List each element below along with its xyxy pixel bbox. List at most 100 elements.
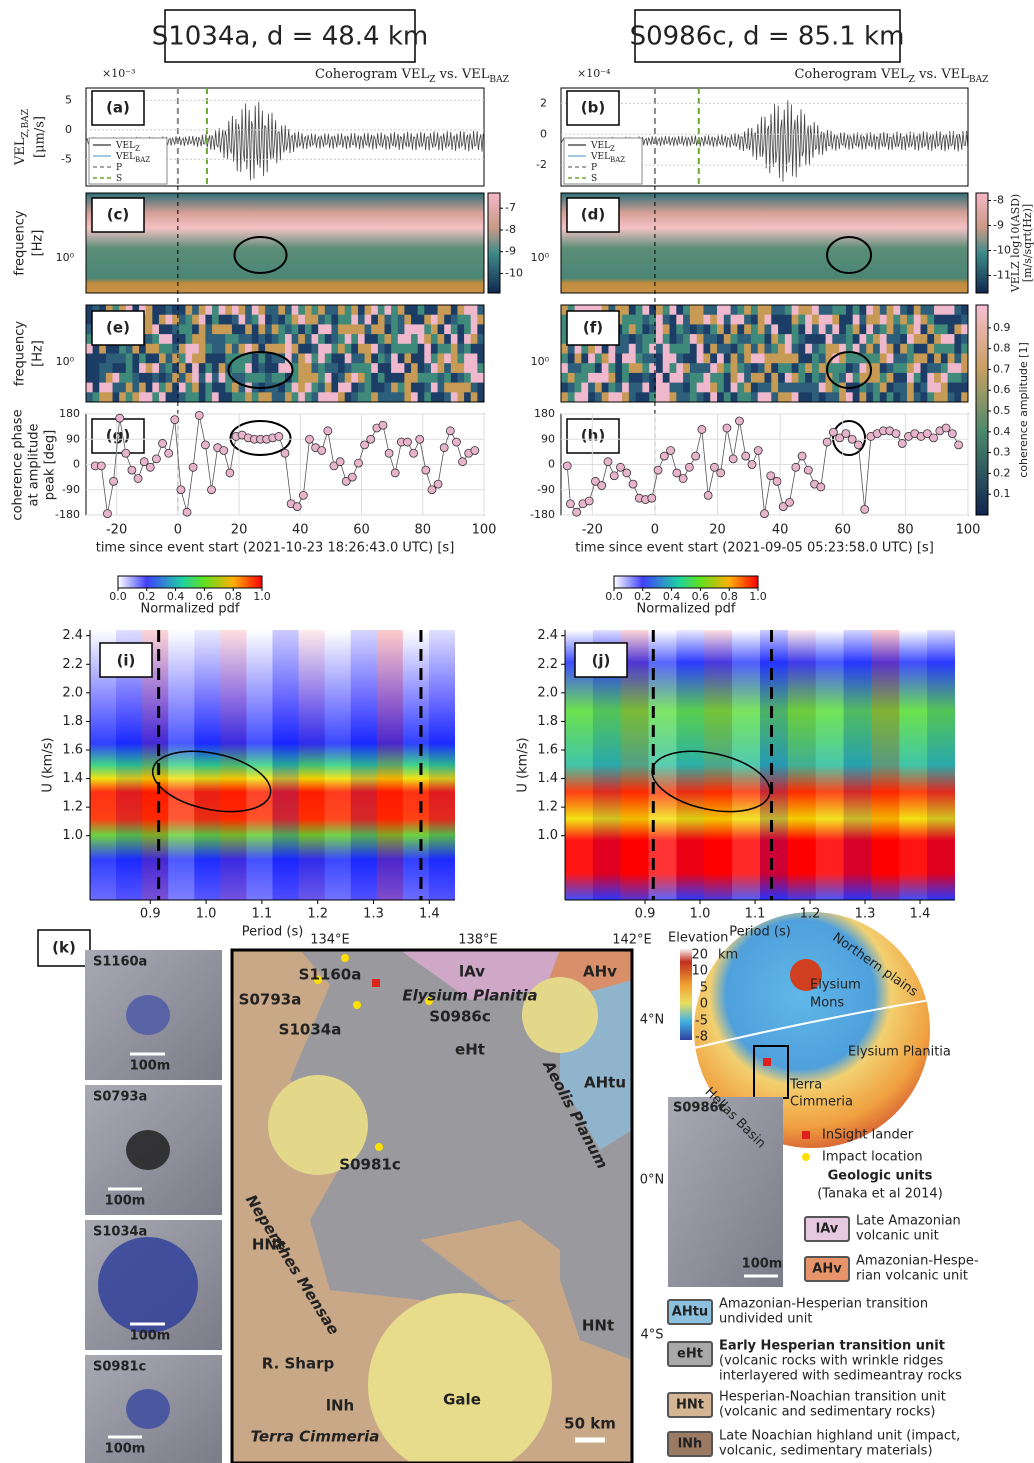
coherence-cell [212, 343, 220, 354]
coherence-cell [318, 305, 326, 316]
coherence-cell [185, 343, 193, 354]
coherence-cell [86, 372, 94, 384]
coherence-cell [622, 382, 630, 393]
label: InSight lander [822, 1128, 914, 1143]
coherence-cell [424, 392, 432, 403]
coherence-cell [384, 392, 392, 403]
coherence-cell [683, 353, 691, 364]
coherence-cell [158, 392, 167, 403]
label: 1.8 [537, 714, 558, 729]
label: 0.1 [993, 487, 1011, 500]
coherence-cell [839, 324, 847, 335]
coherence-cell [172, 305, 180, 316]
coherence-cell [927, 314, 935, 325]
coherence-cell [324, 314, 332, 325]
phase-point [565, 499, 575, 509]
coherence-cell [351, 305, 359, 316]
phase-point [170, 415, 180, 425]
coherence-cell [791, 305, 799, 316]
coherence-cell [245, 353, 253, 364]
coherence-cell [649, 372, 657, 384]
coherence-cell [900, 334, 908, 345]
label: 1.2 [307, 907, 328, 922]
coherence-cell [225, 392, 233, 403]
coherence-cell [444, 363, 452, 374]
coherence-cell [655, 372, 664, 384]
coherence-cell [304, 324, 313, 335]
coherence-cell [866, 305, 874, 316]
coherence-cell [384, 314, 392, 325]
coherence-cell [145, 372, 153, 384]
coherence-cell [778, 392, 786, 403]
coherence-cell [689, 324, 698, 335]
coherence-cell [893, 353, 901, 364]
coherence-cell [377, 392, 385, 403]
coherence-cell [457, 353, 465, 364]
coherence-cell [238, 343, 246, 354]
phase-point [335, 457, 345, 467]
coherence-cell [811, 353, 820, 364]
phase-point [384, 448, 394, 458]
phase-point [741, 451, 751, 461]
coherence-cell [832, 334, 840, 345]
coherence-cell [913, 343, 922, 354]
phase-point [659, 451, 669, 461]
label: eHt [455, 1041, 485, 1059]
phase-point [562, 461, 572, 471]
coherence-cell [165, 324, 173, 335]
coherence-cell [331, 324, 339, 335]
coherence-cell [185, 305, 193, 316]
coherence-cell [594, 392, 603, 403]
coherence-cell [185, 363, 193, 374]
coherence-cell [683, 324, 691, 335]
label: Period (s) [242, 925, 304, 940]
coherence-cell [152, 334, 160, 345]
coherence-cell [338, 314, 346, 325]
coherence-cell [886, 314, 894, 325]
coherence-cell [588, 372, 596, 384]
coherence-cell [324, 305, 332, 316]
label: 1.2 [800, 907, 821, 922]
coherence-cell [125, 353, 133, 364]
coherence-cell [771, 324, 779, 335]
coherence-cell [470, 363, 478, 374]
label: 10⁰ [56, 251, 75, 264]
coherence-cell [318, 314, 326, 325]
coherence-cell [818, 392, 827, 403]
coherence-cell [906, 382, 915, 393]
coherence-cell [139, 305, 147, 316]
label: R. Sharp [262, 1355, 335, 1373]
coherence-cell [298, 324, 306, 335]
header: S1034a, d = 48.4 km [152, 22, 429, 52]
coherence-cell [192, 363, 200, 374]
coherence-cell [271, 392, 279, 403]
label: Late Amazonian [856, 1214, 961, 1229]
coherence-cell [825, 353, 833, 364]
coherence-cell [567, 392, 576, 403]
coherence-cell [198, 305, 206, 316]
coherence-cell [920, 305, 928, 316]
coherence-cell [927, 334, 935, 345]
label: 0 [65, 123, 72, 136]
coherence-cell [357, 305, 366, 316]
label: 2.2 [62, 657, 83, 672]
coherence-cell [845, 324, 854, 335]
coherence-cell [588, 382, 596, 393]
header-box [634, 9, 901, 63]
coherence-cell [105, 382, 114, 393]
coherence-cell [285, 334, 293, 345]
label: 100m [130, 1329, 171, 1344]
phase-point [941, 423, 951, 433]
coherence-cell [437, 305, 445, 316]
phase-point [421, 465, 431, 475]
coherence-cell [771, 343, 779, 354]
coherence-cell [879, 324, 888, 335]
phase-point [164, 448, 174, 458]
coherence-cell [192, 324, 200, 335]
coherence-cell [900, 343, 908, 354]
label: 1.4 [537, 771, 558, 786]
coherence-cell [424, 363, 432, 374]
coherence-cell [464, 324, 472, 335]
coherence-cell [818, 343, 827, 354]
coherence-cell [457, 343, 465, 354]
